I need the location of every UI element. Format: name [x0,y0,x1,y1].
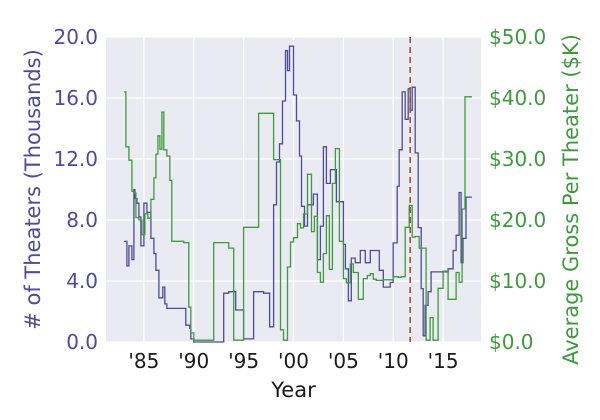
left-tick-label: 8.0 [66,208,98,232]
x-tick-label: '00 [278,349,309,373]
x-tick-label: '15 [428,349,459,373]
left-axis-ticks: 0.0 4.0 8.0 12.0 16.0 20.0 [53,25,98,354]
right-tick-label: $20.0 [489,208,546,232]
right-axis-ticks: $0.0 $10.0 $20.0 $30.0 $40.0 $50.0 [489,25,546,354]
gross-series-line [124,91,472,341]
series-lines [124,37,472,343]
right-y-axis-label: Average Gross Per Theater ($K) [559,34,583,365]
x-tick-label: '90 [178,349,209,373]
left-tick-label: 12.0 [53,147,98,171]
x-tick-label: '85 [128,349,159,373]
right-tick-label: $40.0 [489,86,546,110]
x-tick-label: '05 [328,349,359,373]
right-tick-label: $0.0 [489,330,534,354]
x-tick-label: '95 [228,349,259,373]
right-tick-label: $50.0 [489,25,546,49]
right-tick-label: $10.0 [489,269,546,293]
x-tick-label: '10 [378,349,409,373]
left-tick-label: 20.0 [53,25,98,49]
x-axis-label: Year [270,378,316,402]
left-y-axis-label: # of Theaters (Thousands) [21,49,45,330]
left-tick-label: 0.0 [66,330,98,354]
left-tick-label: 16.0 [53,86,98,110]
theaters-series-line [124,45,472,343]
right-tick-label: $30.0 [489,147,546,171]
left-tick-label: 4.0 [66,269,98,293]
x-axis-ticks: '85 '90 '95 '00 '05 '10 '15 [128,349,458,373]
